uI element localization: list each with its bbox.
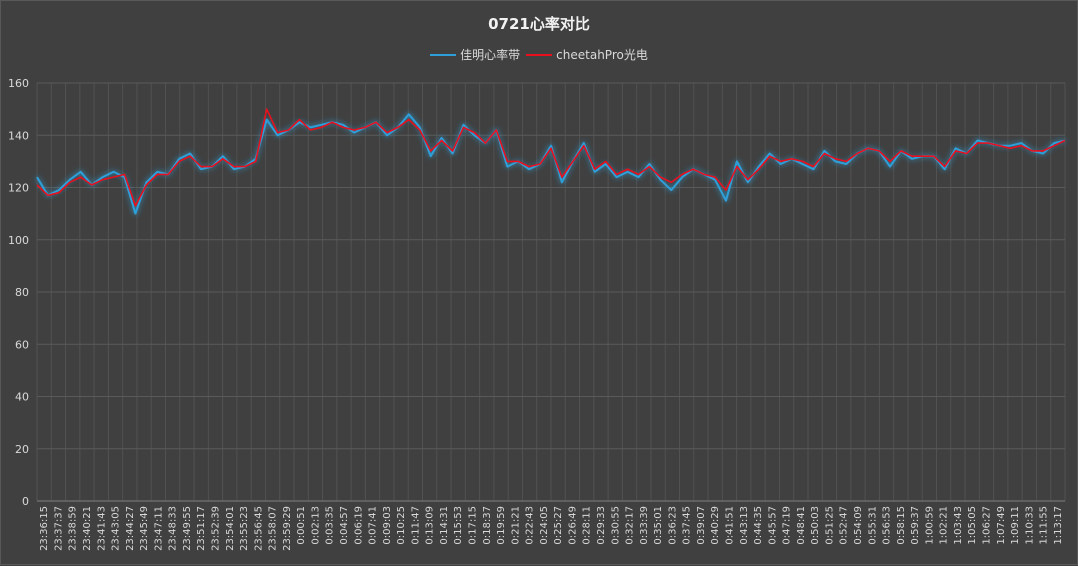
x-tick-label: 0:35:01	[653, 506, 664, 545]
x-tick-label: 23:43:05	[111, 506, 122, 551]
x-tick-label: 23:54:01	[225, 506, 236, 551]
x-tick-label: 23:41:43	[96, 506, 107, 551]
x-tick-label: 23:38:59	[68, 506, 79, 551]
y-tick-label: 140	[8, 129, 29, 142]
series-line-garmin	[36, 113, 1066, 215]
x-tick-label: 0:02:13	[310, 506, 321, 545]
x-tick-label: 23:59:29	[282, 506, 293, 551]
x-tick-label: 23:44:27	[125, 506, 136, 551]
chart-title: 0721心率对比	[488, 15, 590, 33]
x-tick-label: 1:05:05	[967, 506, 978, 545]
x-tick-label: 0:54:09	[853, 506, 864, 545]
x-tick-label: 0:14:31	[439, 506, 450, 545]
x-tick-label: 0:30:55	[610, 506, 621, 545]
x-tick-label: 0:04:57	[339, 506, 350, 545]
x-tick-label: 0:47:19	[782, 506, 793, 545]
x-tick-label: 1:10:33	[1024, 506, 1035, 545]
x-tick-label: 0:09:03	[382, 506, 393, 545]
x-tick-label: 23:49:55	[182, 506, 193, 551]
y-tick-label: 0	[22, 495, 29, 508]
y-tick-label: 40	[15, 391, 29, 404]
x-tick-label: 0:03:35	[325, 506, 336, 545]
x-tick-label: 0:29:33	[596, 506, 607, 545]
x-tick-label: 23:51:17	[196, 506, 207, 551]
x-tick-label: 23:52:39	[210, 506, 221, 551]
x-tick-label: 0:44:35	[753, 506, 764, 545]
x-tick-label: 0:33:39	[639, 506, 650, 545]
x-tick-label: 0:52:47	[839, 506, 850, 545]
x-tick-label: 0:59:37	[910, 506, 921, 545]
x-tick-label: 0:21:21	[510, 506, 521, 545]
x-tick-label: 0:58:15	[896, 506, 907, 545]
x-tick-label: 1:00:59	[924, 506, 935, 545]
x-tick-label: 0:28:11	[582, 506, 593, 545]
x-tick-label: 0:56:53	[882, 506, 893, 545]
x-tick-label: 23:37:37	[53, 506, 64, 551]
x-tick-label: 1:03:43	[953, 506, 964, 545]
x-tick-label: 23:56:45	[253, 506, 264, 551]
x-tick-label: 0:45:57	[767, 506, 778, 545]
x-tick-label: 0:51:25	[824, 506, 835, 545]
y-tick-label: 60	[15, 338, 29, 351]
x-tick-label: 0:13:09	[425, 506, 436, 545]
y-tick-label: 80	[15, 286, 29, 299]
x-tick-label: 0:24:05	[539, 506, 550, 545]
x-tick-label: 1:02:21	[939, 506, 950, 545]
x-tick-label: 23:47:11	[153, 506, 164, 551]
x-tick-label: 23:48:33	[168, 506, 179, 551]
x-tick-label: 23:40:21	[82, 506, 93, 551]
x-tick-label: 0:25:27	[553, 506, 564, 545]
x-tick-label: 1:07:49	[996, 506, 1007, 545]
legend-entry-cheetah: cheetahPro光电	[526, 46, 648, 63]
x-tick-label: 0:50:03	[810, 506, 821, 545]
legend-label-garmin: 佳明心率带	[460, 48, 521, 62]
x-tick-label: 0:39:07	[696, 506, 707, 545]
legend-swatch-cheetah	[526, 53, 553, 56]
legend-label-cheetah: cheetahPro光电	[556, 48, 648, 62]
x-tick-label: 0:55:31	[867, 506, 878, 545]
x-tick-label: 0:22:43	[525, 506, 536, 545]
x-tick-label: 0:41:51	[724, 506, 735, 545]
x-tick-label: 1:11:55	[1039, 506, 1050, 545]
legend-entry-garmin: 佳明心率带	[430, 46, 520, 63]
x-tick-label: 0:19:59	[496, 506, 507, 545]
x-tick-label: 0:11:47	[410, 506, 421, 545]
x-tick-label: 0:40:29	[710, 506, 721, 545]
y-tick-label: 160	[8, 77, 29, 90]
x-tick-label: 23:55:23	[239, 506, 250, 551]
x-tick-label: 1:13:17	[1053, 506, 1064, 545]
x-tick-label: 0:32:17	[625, 506, 636, 545]
x-tick-label: 0:26:49	[567, 506, 578, 545]
x-tick-label: 1:09:11	[1010, 506, 1021, 545]
x-tick-label: 0:15:53	[453, 506, 464, 545]
x-tick-label: 0:37:45	[682, 506, 693, 545]
series-line-cheetah	[36, 108, 1066, 207]
x-tick-label: 0:07:41	[368, 506, 379, 545]
legend: 佳明心率带 cheetahPro光电	[1, 46, 1077, 63]
x-tick-label: 0:10:25	[396, 506, 407, 545]
x-tick-label: 0:00:51	[296, 506, 307, 545]
x-tick-label: 0:18:37	[482, 506, 493, 545]
legend-swatch-garmin	[430, 53, 457, 56]
x-tick-label: 0:17:15	[467, 506, 478, 545]
x-tick-label: 0:43:13	[739, 506, 750, 545]
x-tick-label: 23:36:15	[39, 506, 50, 551]
x-tick-label: 0:06:19	[353, 506, 364, 545]
y-tick-label: 100	[8, 234, 29, 247]
y-tick-label: 120	[8, 182, 29, 195]
y-tick-label: 20	[15, 443, 29, 456]
x-tick-label: 0:36:23	[667, 506, 678, 545]
x-tick-label: 1:06:27	[981, 506, 992, 545]
x-tick-label: 0:48:41	[796, 506, 807, 545]
x-tick-label: 23:58:07	[268, 506, 279, 551]
x-tick-label: 23:45:49	[139, 506, 150, 551]
